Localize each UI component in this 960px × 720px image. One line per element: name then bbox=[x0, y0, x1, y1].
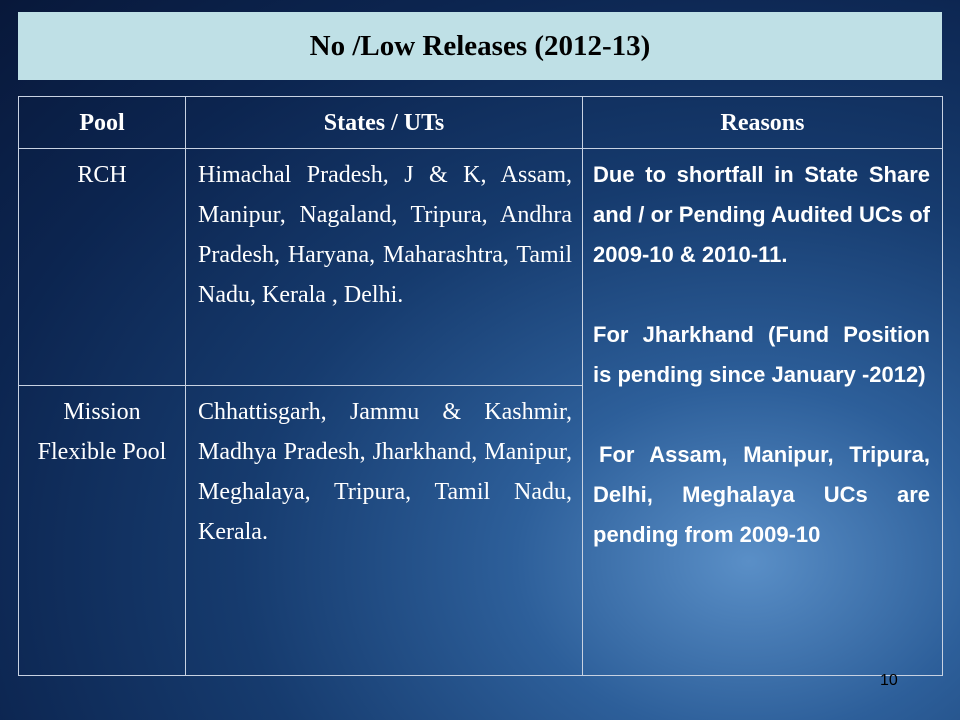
table-row: Mission Flexible Pool Chhattisgarh, Jamm… bbox=[18, 385, 943, 676]
reason-text: Due to shortfall in State Share and / or… bbox=[593, 162, 930, 267]
slide-title: No /Low Releases (2012-13) bbox=[18, 12, 942, 80]
table-row: RCH Himachal Pradesh, J & K, Assam, Mani… bbox=[18, 148, 943, 676]
reason-text: For Assam, Manipur, Tripura, Delhi, Megh… bbox=[593, 442, 930, 547]
reasons-cell: Due to shortfall in State Share and / or… bbox=[582, 148, 943, 676]
header-reasons: Reasons bbox=[582, 96, 943, 149]
header-pool: Pool bbox=[18, 96, 186, 149]
header-states: States / UTs bbox=[185, 96, 583, 149]
states-cell: Chhattisgarh, Jammu & Kashmir, Madhya Pr… bbox=[185, 385, 583, 676]
releases-table: Pool States / UTs Reasons RCH Himachal P… bbox=[18, 96, 943, 676]
table-header-row: Pool States / UTs Reasons bbox=[18, 96, 943, 149]
pool-cell: Mission Flexible Pool bbox=[18, 385, 186, 676]
pool-cell: RCH bbox=[18, 148, 186, 386]
states-cell: Himachal Pradesh, J & K, Assam, Manipur,… bbox=[185, 148, 583, 386]
reason-text: For Jharkhand (Fund Position is pending … bbox=[593, 322, 930, 387]
page-number: 10 bbox=[880, 672, 898, 689]
